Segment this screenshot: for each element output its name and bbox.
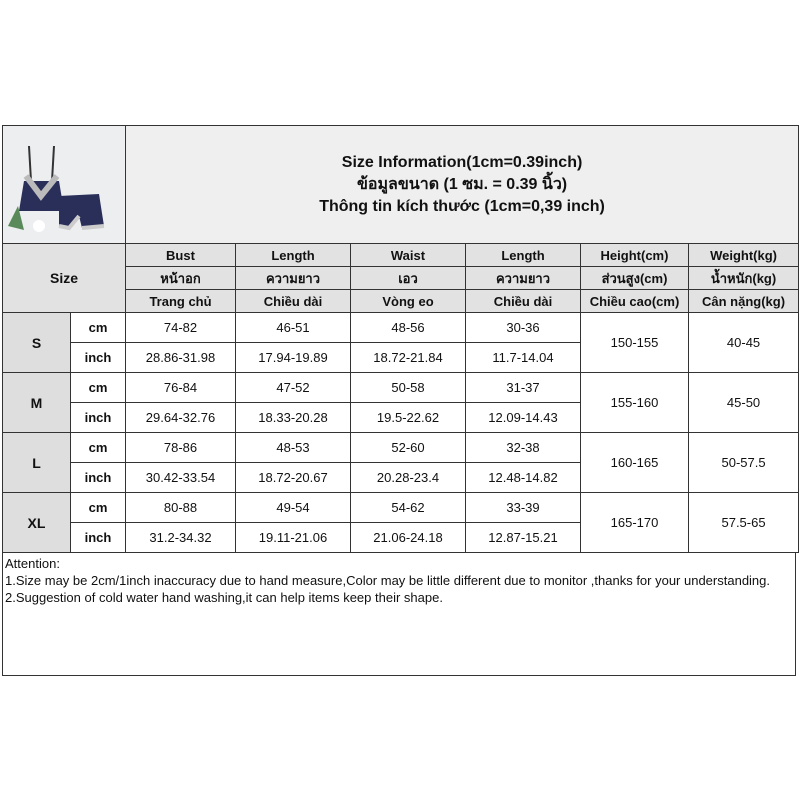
cell: 31-37 — [465, 372, 581, 403]
column-header: เอว — [350, 266, 466, 290]
table-row: inch 30.42-33.54 18.72-20.67 20.28-23.4 12.4… — [3, 462, 799, 493]
height-cell: 155-160 — [580, 372, 689, 433]
title-english: Size Information(1cm=0.39inch) — [341, 153, 583, 171]
cell: 29.64-32.76 — [125, 402, 236, 433]
attention-item-1: 1.Size may be 2cm/1inch inaccuracy due t… — [5, 573, 771, 588]
size-header: Size — [2, 243, 126, 313]
column-header: Length — [465, 243, 581, 267]
column-header: Height(cm) — [580, 243, 689, 267]
column-header: Vòng eo — [350, 289, 466, 313]
cell: 12.48-14.82 — [465, 462, 581, 493]
cell: 48-56 — [350, 312, 466, 343]
unit-label: cm — [70, 372, 126, 403]
column-header: หน้าอก — [125, 266, 236, 290]
weight-cell: 57.5-65 — [687, 492, 800, 553]
height-cell: 150-155 — [580, 312, 689, 373]
table-row: inch 31.2-34.32 19.11-21.06 21.06-24.18 12.8… — [3, 522, 799, 553]
column-header: Chiều dài — [235, 289, 351, 313]
cell: 21.06-24.18 — [350, 522, 466, 553]
size-label: M — [2, 372, 71, 433]
cell: 47-52 — [235, 372, 351, 403]
weight-cell: 45-50 — [687, 372, 800, 433]
unit-label: inch — [70, 342, 126, 373]
cell: 31.2-34.32 — [125, 522, 236, 553]
unit-label: cm — [70, 432, 126, 463]
cell: 33-39 — [465, 492, 581, 523]
cell: 49-54 — [235, 492, 351, 523]
attention-heading: Attention: — [5, 556, 60, 571]
column-header: Bust — [125, 243, 236, 267]
column-header: Chiều dài — [465, 289, 581, 313]
cell: 74-82 — [125, 312, 236, 343]
column-header: Cân nặng(kg) — [687, 289, 800, 313]
cell: 18.72-20.67 — [235, 462, 351, 493]
cell: 18.72-21.84 — [350, 342, 466, 373]
cell: 19.5-22.62 — [350, 402, 466, 433]
size-information-title: Size Information(1cm=0.39inch) ข้อมูลขนา… — [124, 125, 800, 244]
cell: 52-60 — [350, 432, 466, 463]
cell: 76-84 — [125, 372, 236, 403]
cell: 54-62 — [350, 492, 466, 523]
unit-label: inch — [70, 522, 126, 553]
cell: 30-36 — [465, 312, 581, 343]
cell: 18.33-20.28 — [235, 402, 351, 433]
column-header: ความยาว — [465, 266, 581, 290]
height-cell: 165-170 — [580, 492, 689, 553]
table-row: inch 28.86-31.98 17.94-19.89 18.72-21.84 11.… — [3, 342, 799, 373]
column-header: Chiều cao(cm) — [580, 289, 689, 313]
weight-cell: 50-57.5 — [687, 432, 800, 493]
column-header: น้ำหนัก(kg) — [687, 266, 800, 290]
cell: 11.7-14.04 — [465, 342, 581, 373]
column-header: Trang chủ — [125, 289, 236, 313]
size-chart-table: Size Information(1cm=0.39inch) ข้อมูลขนา… — [2, 125, 800, 553]
unit-label: inch — [70, 462, 126, 493]
cell: 46-51 — [235, 312, 351, 343]
cell: 12.87-15.21 — [465, 522, 581, 553]
column-header: ความยาว — [235, 266, 351, 290]
cell: 19.11-21.06 — [235, 522, 351, 553]
header-row: หน้าอก ความยาว เอว ความยาว ส่วนสูง(cm) น้ำหนั… — [3, 266, 800, 290]
size-label: S — [2, 312, 71, 373]
attention-note: Attention: 1.Size may be 2cm/1inch inacc… — [2, 552, 796, 676]
cell: 12.09-14.43 — [465, 402, 581, 433]
height-cell: 160-165 — [580, 432, 689, 493]
size-label: XL — [2, 492, 71, 553]
pajama-set-image — [4, 126, 124, 240]
cell: 30.42-33.54 — [125, 462, 236, 493]
attention-item-2: 2.Suggestion of cold water hand washing,… — [5, 590, 443, 605]
cell: 28.86-31.98 — [125, 342, 236, 373]
column-header: Waist — [350, 243, 466, 267]
table-row: XL cm 80-88 49-54 54-62 33-39 165-170 57.5-65 — [2, 492, 800, 553]
cell: 32-38 — [465, 432, 581, 463]
cell: 78-86 — [125, 432, 236, 463]
cell: 20.28-23.4 — [350, 462, 466, 493]
weight-cell: 40-45 — [687, 312, 800, 373]
product-image — [2, 125, 126, 244]
title-thai: ข้อมูลขนาด (1 ซม. = 0.39 นิ้ว) — [356, 175, 568, 193]
unit-label: cm — [70, 312, 126, 343]
title-vietnamese: Thông tin kích thước (1cm=0,39 inch) — [319, 197, 605, 215]
header-row: Size Bust Length Waist Length Height(cm) Weigh… — [2, 243, 800, 313]
size-label: L — [2, 432, 71, 493]
cell: 17.94-19.89 — [235, 342, 351, 373]
cell: 80-88 — [125, 492, 236, 523]
unit-label: inch — [70, 402, 126, 433]
unit-label: cm — [70, 492, 126, 523]
cell: 50-58 — [350, 372, 466, 403]
column-header: Weight(kg) — [687, 243, 800, 267]
column-header: ส่วนสูง(cm) — [580, 266, 689, 290]
column-header: Length — [235, 243, 351, 267]
cell: 48-53 — [235, 432, 351, 463]
